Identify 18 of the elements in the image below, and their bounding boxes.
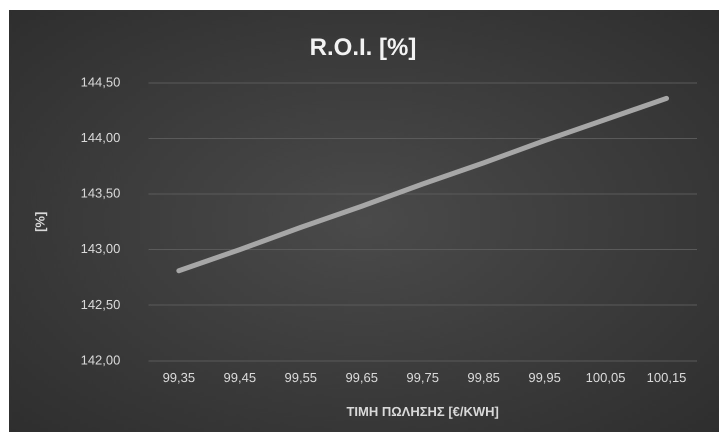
x-tick-label: 99,85	[467, 370, 500, 386]
y-tick-label: 143,50	[80, 186, 120, 201]
y-tick-label: 142,50	[80, 296, 120, 312]
chart-title: R.O.I. [%]	[310, 34, 416, 62]
y-tick-label: 143,00	[80, 241, 120, 256]
x-tick-label: 99,45	[224, 370, 256, 386]
y-axis-title: [%]	[32, 212, 48, 232]
y-tick-label: 142,00	[80, 352, 120, 368]
y-tick-label: 144,00	[80, 130, 120, 145]
x-axis-title: ΤΙΜΗ ΠΩΛΗΣΗΣ [€/KWH]	[346, 404, 499, 419]
x-tick-label: 99,95	[528, 370, 561, 386]
x-tick-label: 99,65	[345, 370, 378, 386]
x-tick-label: 99,55	[284, 370, 318, 386]
x-tick-label: 100,05	[586, 370, 626, 386]
y-tick-label: 144,50	[80, 74, 120, 90]
x-tick-label: 100,15	[646, 370, 686, 386]
x-tick-label: 99,75	[406, 370, 439, 386]
x-tick-label: 99,35	[162, 370, 196, 386]
